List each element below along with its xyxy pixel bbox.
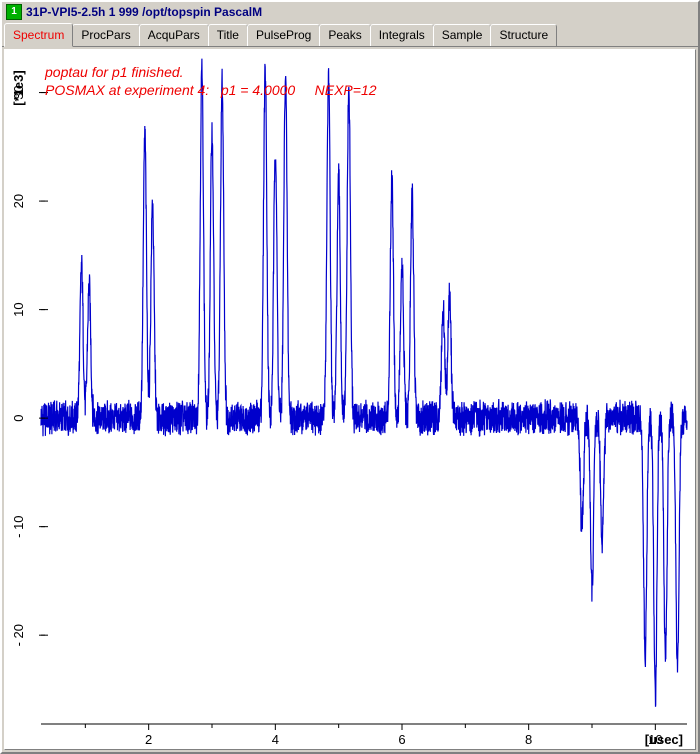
svg-text:[usec]: [usec] (645, 732, 683, 747)
tab-structure[interactable]: Structure (490, 24, 557, 46)
svg-text:0: 0 (11, 414, 26, 421)
svg-text:20: 20 (11, 194, 26, 208)
app-window: 1 31P-VPI5-2.5h 1 999 /opt/topspin Pasca… (0, 0, 700, 754)
tab-strip: SpectrumProcParsAcquParsTitlePulseProgPe… (2, 22, 698, 47)
svg-text:- 10: - 10 (11, 515, 26, 537)
tab-title[interactable]: Title (208, 24, 248, 46)
tab-peaks[interactable]: Peaks (319, 24, 370, 46)
svg-text:10: 10 (11, 302, 26, 316)
tab-integrals[interactable]: Integrals (370, 24, 434, 46)
svg-text:2: 2 (145, 732, 152, 747)
spectrum-plot: - 20- 100102030[*1e3]246810[usec] (5, 50, 695, 750)
tab-spectrum[interactable]: Spectrum (4, 23, 73, 47)
tab-sample[interactable]: Sample (433, 24, 492, 46)
svg-text:- 20: - 20 (11, 624, 26, 646)
tab-procpars[interactable]: ProcPars (72, 24, 139, 46)
tab-pulseprog[interactable]: PulseProg (247, 24, 320, 46)
svg-text:8: 8 (525, 732, 532, 747)
dataset-icon: 1 (6, 4, 22, 20)
plot-area[interactable]: - 20- 100102030[*1e3]246810[usec] poptau… (4, 49, 696, 750)
tab-acqupars[interactable]: AcquPars (139, 24, 209, 46)
title-bar: 1 31P-VPI5-2.5h 1 999 /opt/topspin Pasca… (2, 2, 698, 22)
svg-text:4: 4 (272, 732, 279, 747)
window-title: 31P-VPI5-2.5h 1 999 /opt/topspin PascalM (26, 5, 262, 19)
svg-text:[*1e3]: [*1e3] (11, 70, 26, 105)
svg-text:6: 6 (398, 732, 405, 747)
